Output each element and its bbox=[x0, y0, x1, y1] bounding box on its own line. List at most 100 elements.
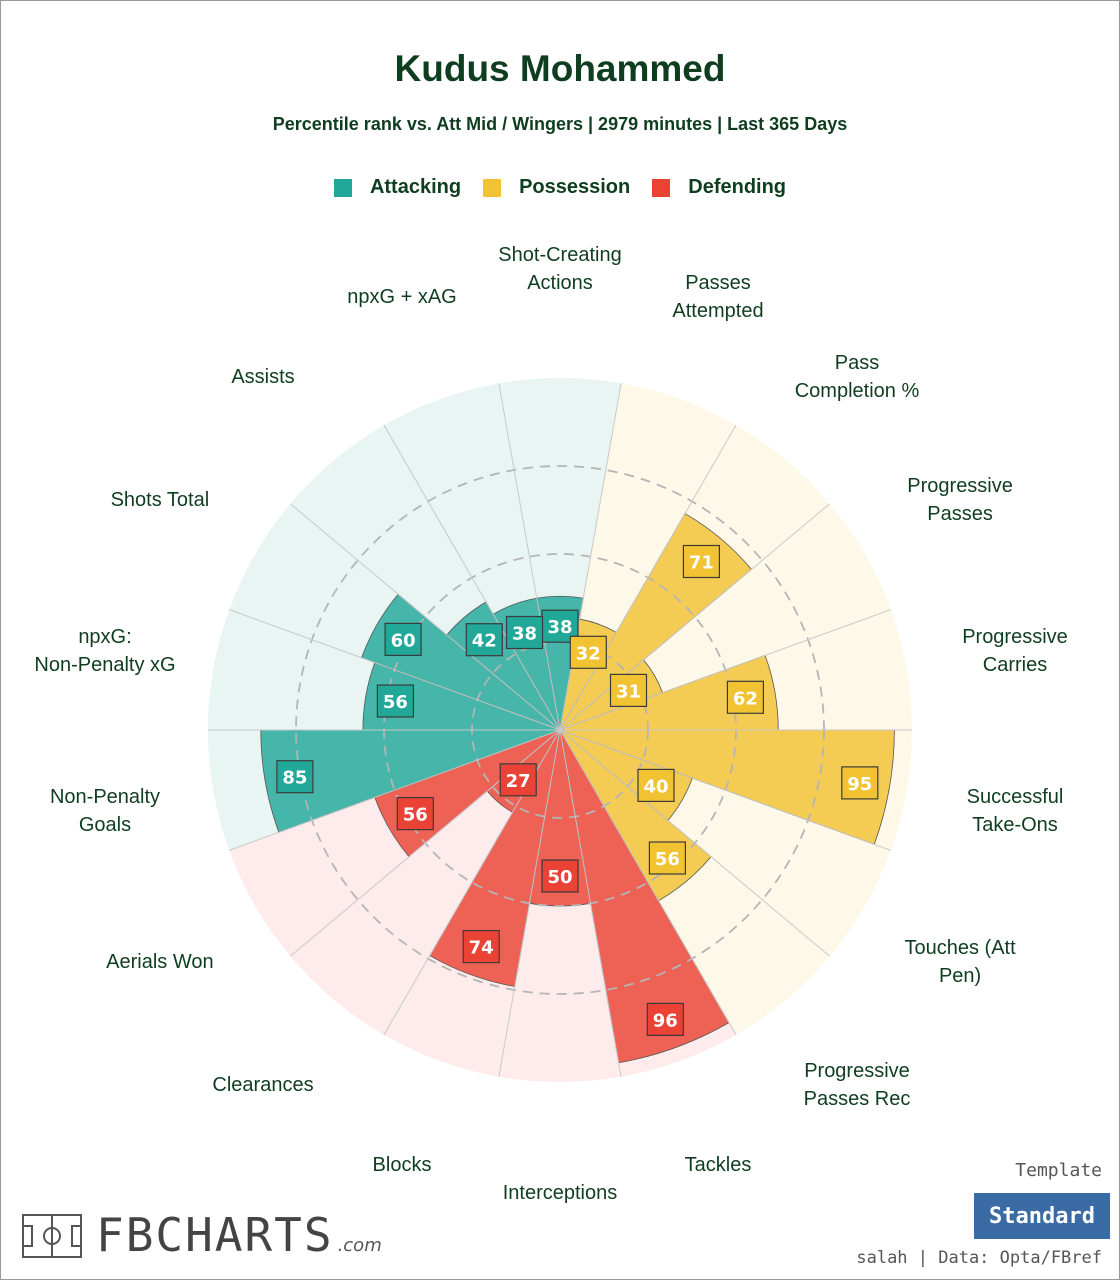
spoke bbox=[290, 503, 561, 731]
value-label-non-penalty-goals: 85 bbox=[276, 760, 314, 794]
value-box bbox=[499, 763, 537, 797]
chart-subtitle: Percentile rank vs. Att Mid / Wingers | … bbox=[272, 114, 848, 134]
legend-label-defending: Defending bbox=[688, 176, 787, 198]
value-box bbox=[384, 622, 422, 657]
value-box bbox=[376, 684, 414, 718]
value-text: 95 bbox=[847, 774, 872, 795]
legend-label-possession: Possession bbox=[519, 176, 631, 198]
value-box bbox=[276, 760, 314, 794]
category-labels: Shot-Creating Actions Passes Attempted Pass C… bbox=[34, 244, 1067, 1204]
value-box bbox=[569, 635, 607, 669]
value-label-progressive-carries: 62 bbox=[726, 680, 765, 714]
value-label-clearances: 27 bbox=[499, 763, 537, 797]
legend-item-attacking: Attacking bbox=[333, 176, 462, 199]
value-text: 71 bbox=[689, 553, 714, 574]
template-standard-button[interactable]: Standard bbox=[974, 1193, 1110, 1239]
value-text: 60 bbox=[391, 630, 416, 651]
spoke bbox=[498, 729, 561, 1077]
value-label-progressive-passes-rec: 56 bbox=[648, 841, 687, 875]
value-text: 62 bbox=[733, 688, 758, 709]
value-text: 38 bbox=[512, 624, 537, 645]
value-text: 38 bbox=[547, 617, 572, 638]
spoke bbox=[559, 503, 830, 731]
spoke bbox=[559, 609, 891, 731]
value-box bbox=[841, 766, 879, 800]
value-box bbox=[541, 859, 579, 893]
fbcharts-logo: FBCHARTS .com bbox=[22, 1212, 382, 1258]
value-box bbox=[505, 615, 544, 650]
chart-title: Kudus Mohammed bbox=[394, 48, 726, 89]
background-sector-clearances bbox=[290, 730, 560, 1035]
background-sector-shot-creating-actions bbox=[498, 378, 622, 730]
spoke bbox=[559, 424, 737, 731]
legend-item-defending: Defending bbox=[652, 176, 786, 199]
value-label-npxg-non-penalty-xg: 56 bbox=[376, 684, 414, 718]
value-text: 56 bbox=[655, 849, 680, 870]
spoke bbox=[383, 424, 561, 731]
value-text: 40 bbox=[643, 776, 668, 797]
category-label-pass-completion: Pass Completion % bbox=[795, 352, 920, 402]
value-text: 27 bbox=[506, 771, 531, 792]
value-label-interceptions: 50 bbox=[541, 859, 579, 893]
brand-name: FBCHARTS bbox=[96, 1208, 334, 1262]
value-text: 85 bbox=[282, 768, 307, 789]
legend: Attacking Possession Defending bbox=[0, 176, 1120, 199]
category-label-assists: Assists bbox=[231, 366, 294, 388]
category-label-tackles: Tackles bbox=[685, 1154, 752, 1176]
legend-swatch-attacking bbox=[333, 178, 352, 197]
category-label-blocks: Blocks bbox=[373, 1154, 432, 1176]
spoke bbox=[229, 729, 561, 851]
category-label-successful-take-ons: Successful Take-Ons bbox=[967, 786, 1064, 836]
value-label-passes-attempted: 32 bbox=[569, 635, 607, 669]
spoke bbox=[559, 729, 830, 957]
value-text: 32 bbox=[576, 643, 601, 664]
gridlines bbox=[208, 383, 912, 1077]
category-label-npxg-xag: npxG + xAG bbox=[347, 286, 457, 308]
value-label-aerials-won: 56 bbox=[396, 796, 434, 831]
value-text: 96 bbox=[653, 1010, 678, 1031]
value-label-progressive-passes: 31 bbox=[609, 673, 648, 708]
value-box bbox=[465, 623, 503, 657]
data-credit: salah | Data: Opta/FBref bbox=[856, 1248, 1102, 1268]
category-label-clearances: Clearances bbox=[212, 1074, 313, 1096]
value-label-pass-completion: 71 bbox=[682, 544, 721, 579]
brand-suffix: .com bbox=[337, 1235, 382, 1256]
value-text: 56 bbox=[383, 692, 408, 713]
value-label-shots-total: 60 bbox=[384, 622, 422, 657]
value-text: 31 bbox=[616, 681, 641, 702]
category-label-progressive-passes: Progressive Passes bbox=[907, 475, 1013, 525]
category-label-npxg-non-penalty-xg: npxG: Non-Penalty xG bbox=[34, 626, 175, 676]
value-text: 50 bbox=[547, 867, 572, 888]
value-box bbox=[726, 680, 765, 714]
legend-item-possession: Possession bbox=[483, 176, 630, 199]
pitch-icon bbox=[22, 1214, 82, 1258]
spoke bbox=[498, 383, 561, 731]
legend-label-attacking: Attacking bbox=[369, 176, 462, 198]
category-label-shot-creating-actions: Shot-Creating Actions bbox=[498, 244, 621, 294]
spoke bbox=[559, 729, 737, 1036]
value-label-npxg-xag: 38 bbox=[505, 615, 544, 650]
value-box bbox=[462, 929, 500, 964]
category-label-progressive-carries: Progressive Carries bbox=[962, 626, 1068, 676]
spoke bbox=[559, 729, 891, 851]
value-box bbox=[646, 1002, 684, 1037]
value-label-successful-take-ons: 95 bbox=[841, 766, 879, 800]
value-text: 56 bbox=[403, 805, 428, 826]
value-label-assists: 42 bbox=[465, 623, 503, 657]
value-box bbox=[396, 796, 434, 831]
value-box bbox=[682, 544, 721, 579]
category-label-shots-total: Shots Total bbox=[111, 489, 210, 511]
category-label-aerials-won: Aerials Won bbox=[106, 951, 213, 973]
category-label-progressive-passes-rec: Progressive Passes Rec bbox=[804, 1060, 911, 1110]
value-text: 42 bbox=[472, 631, 497, 652]
value-box bbox=[609, 673, 648, 708]
legend-swatch-possession bbox=[483, 178, 502, 197]
template-label: Template bbox=[1015, 1160, 1102, 1181]
category-label-interceptions: Interceptions bbox=[503, 1182, 618, 1204]
value-box bbox=[648, 841, 687, 875]
spoke bbox=[559, 383, 622, 731]
spoke bbox=[559, 729, 622, 1077]
category-label-passes-attempted: Passes Attempted bbox=[672, 272, 763, 322]
